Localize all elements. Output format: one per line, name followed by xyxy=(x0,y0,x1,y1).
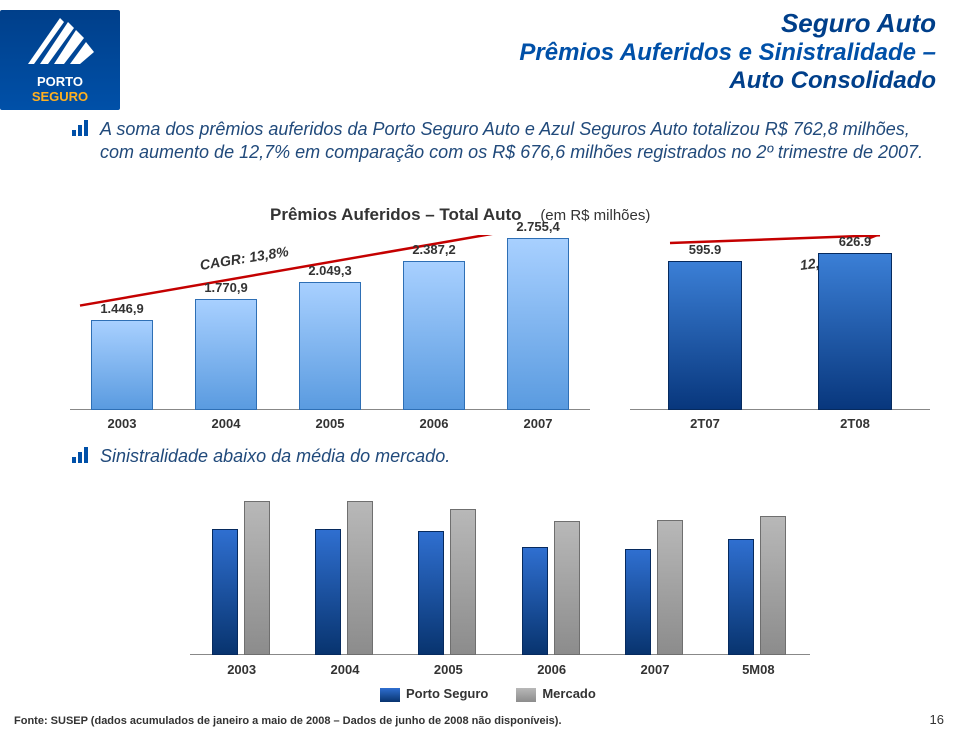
chart1b-bar-value: 626.9 xyxy=(819,234,891,249)
chart2-group-xlabel: 5M08 xyxy=(726,662,790,677)
chart2-bar-porto-value: 58,5% xyxy=(417,514,446,528)
chart1-bar: 2.049,32005 xyxy=(299,282,361,410)
bullet-1: A soma dos prêmios auferidos da Porto Se… xyxy=(72,118,940,165)
chart1b-bar-value: 595.9 xyxy=(669,242,741,257)
chart1-bar-value: 2.755,4 xyxy=(508,219,568,234)
chart2-bar-porto: 50,0% xyxy=(625,549,651,655)
chart2-bar-porto-value: 59,4% xyxy=(210,512,239,526)
chart2-bar-mercado: 72,4% xyxy=(244,501,270,655)
chart1-bar-xlabel: 2005 xyxy=(300,416,360,431)
bullet-icon xyxy=(72,445,90,468)
chart2-group: 54,7%65,2%5M08 xyxy=(726,485,790,655)
chart2-bar-mercado-value: 63,3% xyxy=(552,504,581,518)
bullet-2-text: Sinistralidade abaixo da média do mercad… xyxy=(100,445,450,468)
chart2: 59,4%72,4%2003 59,4%72,7%2004 58,5%68,9%20… xyxy=(190,485,810,655)
chart2-bar-porto-value: 59,4% xyxy=(314,512,343,526)
chart2-bar-porto-value: 50,0% xyxy=(624,532,653,546)
chart1b-bar: 595.92T07 xyxy=(668,261,742,410)
chart2-group-xlabel: 2003 xyxy=(210,662,274,677)
chart2-bar-porto: 59,4% xyxy=(212,529,238,655)
brand-fan-icon xyxy=(24,18,96,68)
chart2-group-xlabel: 2005 xyxy=(416,662,480,677)
brand-logo: PORTO SEGURO xyxy=(0,10,120,110)
chart1-bar: 2.755,42007 xyxy=(507,238,569,410)
chart2-bar-mercado: 65,2% xyxy=(760,516,786,655)
page-title-line2: Prêmios Auferidos e Sinistralidade – xyxy=(519,39,936,67)
chart1-bar-value: 2.387,2 xyxy=(404,242,464,257)
page-title-line3: Auto Consolidado xyxy=(519,67,936,95)
source-note: Fonte: SUSEP (dados acumulados de janeir… xyxy=(14,715,900,727)
brand-name-top: PORTO xyxy=(37,74,83,89)
chart1b-bar-xlabel: 2T07 xyxy=(669,416,741,431)
chart2-bar-mercado-value: 65,2% xyxy=(759,499,788,513)
chart1: CAGR: 13,8% 1.446,920031.770,920042.049,… xyxy=(70,235,590,410)
chart2-bar-porto: 58,5% xyxy=(418,531,444,655)
chart2-group-xlabel: 2006 xyxy=(520,662,584,677)
chart2-group-xlabel: 2004 xyxy=(313,662,377,677)
legend-mercado: Mercado xyxy=(516,686,595,702)
chart2-bar-mercado: 68,9% xyxy=(450,509,476,655)
chart2-group: 59,4%72,7%2004 xyxy=(313,485,377,655)
bullet-2: Sinistralidade abaixo da média do mercad… xyxy=(72,445,940,468)
chart2-group-xlabel: 2007 xyxy=(623,662,687,677)
bullet-1-text: A soma dos prêmios auferidos da Porto Se… xyxy=(100,118,940,165)
chart2-bar-porto: 59,4% xyxy=(315,529,341,655)
chart1-bar-xlabel: 2007 xyxy=(508,416,568,431)
legend-porto: Porto Seguro xyxy=(380,686,488,702)
bullet-icon xyxy=(72,118,90,141)
chart2-group: 50,8%63,3%2006 xyxy=(520,485,584,655)
chart1-bar-xlabel: 2006 xyxy=(404,416,464,431)
chart2-bar-mercado-value: 72,7% xyxy=(346,484,375,498)
chart2-bar-porto-value: 54,7% xyxy=(727,522,756,536)
chart1b-bar: 626.92T08 xyxy=(818,253,892,410)
chart2-bar-porto: 54,7% xyxy=(728,539,754,655)
chart2-x-axis xyxy=(190,654,810,655)
page-number: 16 xyxy=(930,712,944,727)
chart1-bar: 2.387,22006 xyxy=(403,261,465,410)
chart2-bar-mercado-value: 63,5% xyxy=(656,503,685,517)
legend-porto-swatch xyxy=(380,688,400,702)
chart2-bar-mercado-value: 68,9% xyxy=(449,492,478,506)
legend-mercado-swatch xyxy=(516,688,536,702)
chart2-group: 59,4%72,4%2003 xyxy=(210,485,274,655)
chart1b-bar-xlabel: 2T08 xyxy=(819,416,891,431)
chart1b: 12,7% 595.92T07626.92T08 xyxy=(630,235,930,410)
chart2-bar-porto: 50,8% xyxy=(522,547,548,655)
chart1-title: Prêmios Auferidos – Total Auto (em R$ mi… xyxy=(270,205,650,225)
chart2-legend: Porto Seguro Mercado xyxy=(380,686,596,702)
chart1-bar-value: 1.446,9 xyxy=(92,301,152,316)
chart1-bar: 1.770,92004 xyxy=(195,299,257,410)
chart1-bar-xlabel: 2004 xyxy=(196,416,256,431)
brand-name: PORTO SEGURO xyxy=(0,75,120,104)
brand-name-bottom: SEGURO xyxy=(32,89,88,104)
chart2-bar-mercado-value: 72,4% xyxy=(242,484,271,498)
chart2-group: 58,5%68,9%2005 xyxy=(416,485,480,655)
chart1-bar-value: 2.049,3 xyxy=(300,263,360,278)
chart1-bar-value: 1.770,9 xyxy=(196,280,256,295)
chart2-bar-mercado: 72,7% xyxy=(347,501,373,655)
page-title-line1: Seguro Auto xyxy=(519,8,936,39)
chart2-group: 50,0%63,5%2007 xyxy=(623,485,687,655)
chart2-bar-mercado: 63,3% xyxy=(554,521,580,656)
chart1-bar: 1.446,92003 xyxy=(91,320,153,410)
chart2-bar-porto-value: 50,8% xyxy=(520,530,549,544)
page-title: Seguro Auto Prêmios Auferidos e Sinistra… xyxy=(519,8,936,95)
chart1-bar-xlabel: 2003 xyxy=(92,416,152,431)
chart2-bar-mercado: 63,5% xyxy=(657,520,683,655)
